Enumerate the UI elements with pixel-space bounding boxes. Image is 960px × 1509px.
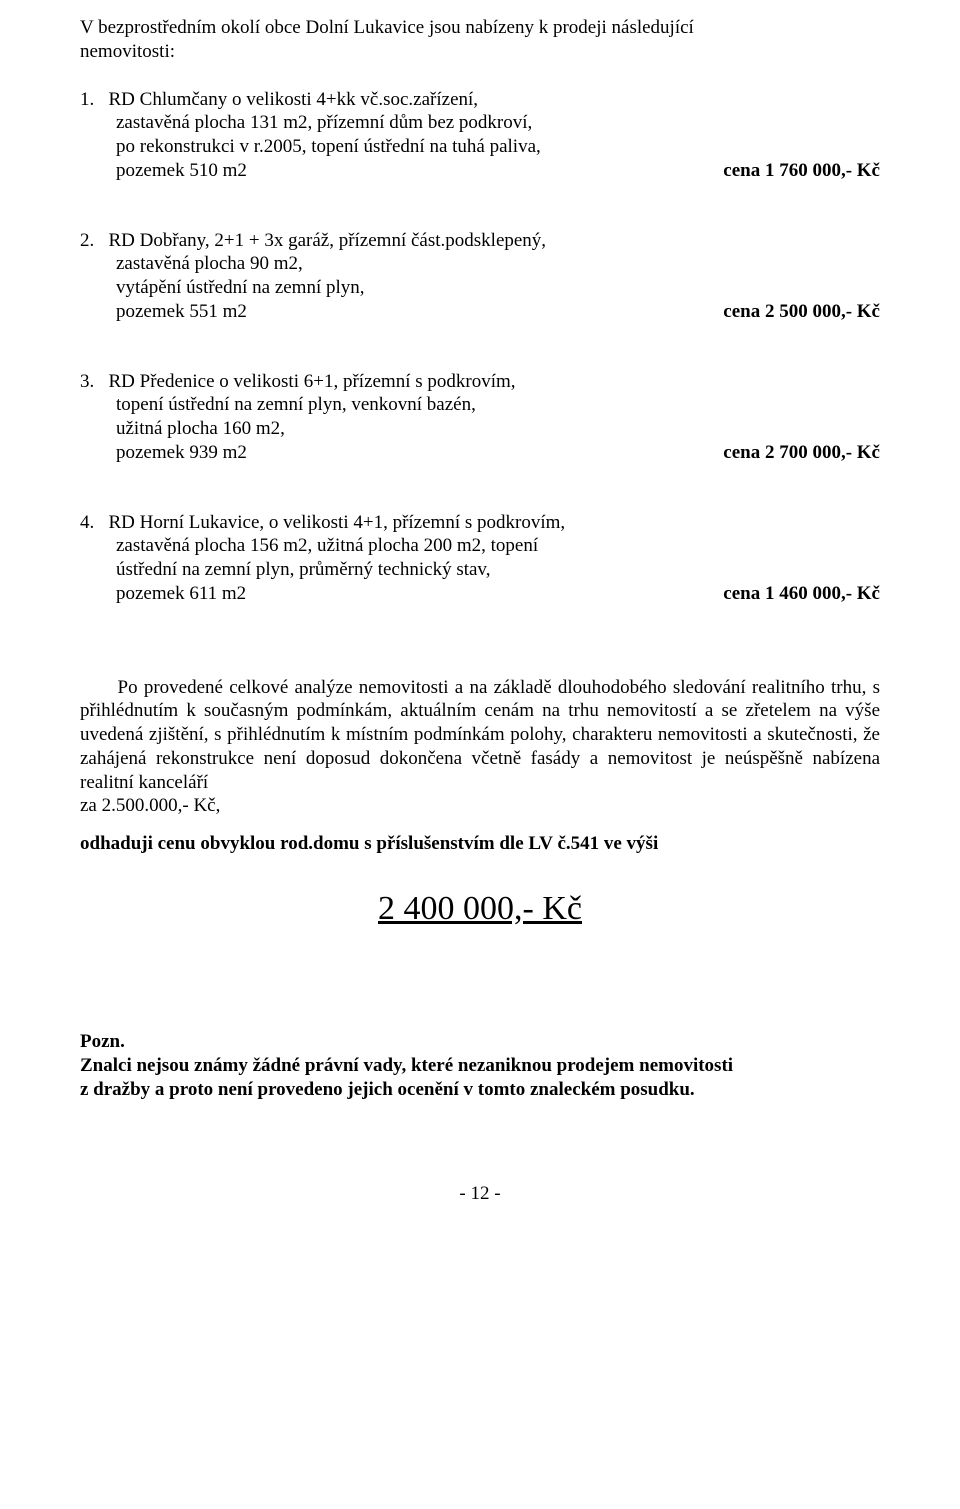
item-line: vytápění ústřední na zemní plyn, bbox=[80, 276, 880, 300]
item-line: zastavěná plocha 131 m2, přízemní dům be… bbox=[80, 111, 880, 135]
intro-line1: V bezprostředním okolí obce Dolní Lukavi… bbox=[80, 17, 694, 38]
page-number: - 12 - bbox=[80, 1182, 880, 1206]
analysis-paragraph: Po provedené celkové analýze nemovitosti… bbox=[80, 676, 880, 795]
item-last-left: pozemek 611 m2 bbox=[116, 582, 246, 606]
item-line: RD Předenice o velikosti 6+1, přízemní s… bbox=[109, 371, 516, 392]
note-line1: Znalci nejsou známy žádné právní vady, k… bbox=[80, 1054, 880, 1078]
listing-item-1: 1. RD Chlumčany o velikosti 4+kk vč.soc.… bbox=[80, 88, 880, 183]
item-line: zastavěná plocha 156 m2, užitná plocha 2… bbox=[80, 534, 880, 558]
item-last-left: pozemek 939 m2 bbox=[116, 441, 247, 465]
listing-item-4: 4. RD Horní Lukavice, o velikosti 4+1, p… bbox=[80, 511, 880, 606]
item-line: RD Chlumčany o velikosti 4+kk vč.soc.zař… bbox=[109, 89, 479, 110]
item-line: užitná plocha 160 m2, bbox=[80, 417, 880, 441]
item-line: po rekonstrukci v r.2005, topení ústředn… bbox=[80, 135, 880, 159]
big-price: 2 400 000,- Kč bbox=[378, 888, 582, 931]
item-price: cena 1 760 000,- Kč bbox=[723, 159, 880, 183]
item-price: cena 2 500 000,- Kč bbox=[723, 300, 880, 324]
listing-item-2: 2. RD Dobřany, 2+1 + 3x garáž, přízemní … bbox=[80, 229, 880, 324]
analysis-line2: za 2.500.000,- Kč, bbox=[80, 794, 880, 818]
note-line2: z dražby a proto není provedeno jejich o… bbox=[80, 1078, 880, 1102]
item-line: ústřední na zemní plyn, průměrný technic… bbox=[80, 558, 880, 582]
item-line: RD Horní Lukavice, o velikosti 4+1, příz… bbox=[109, 512, 566, 533]
intro-line2: nemovitosti: bbox=[80, 41, 175, 62]
intro-paragraph: V bezprostředním okolí obce Dolní Lukavi… bbox=[80, 16, 880, 64]
item-price: cena 1 460 000,- Kč bbox=[723, 582, 880, 606]
item-last-left: pozemek 551 m2 bbox=[116, 300, 247, 324]
note-block: Pozn. Znalci nejsou známy žádné právní v… bbox=[80, 1030, 880, 1101]
estimate-label: odhaduji cenu obvyklou rod.domu s příslu… bbox=[80, 832, 880, 856]
listing-item-3: 3. RD Předenice o velikosti 6+1, přízemn… bbox=[80, 370, 880, 465]
item-price: cena 2 700 000,- Kč bbox=[723, 441, 880, 465]
item-number: 2. bbox=[80, 230, 94, 251]
item-last-left: pozemek 510 m2 bbox=[116, 159, 247, 183]
item-number: 1. bbox=[80, 89, 94, 110]
item-line: zastavěná plocha 90 m2, bbox=[80, 252, 880, 276]
item-line: RD Dobřany, 2+1 + 3x garáž, přízemní čás… bbox=[109, 230, 547, 251]
item-line: topení ústřední na zemní plyn, venkovní … bbox=[80, 393, 880, 417]
item-number: 3. bbox=[80, 371, 94, 392]
analysis-text: Po provedené celkové analýze nemovitosti… bbox=[80, 677, 880, 793]
note-title: Pozn. bbox=[80, 1030, 880, 1054]
item-number: 4. bbox=[80, 512, 94, 533]
